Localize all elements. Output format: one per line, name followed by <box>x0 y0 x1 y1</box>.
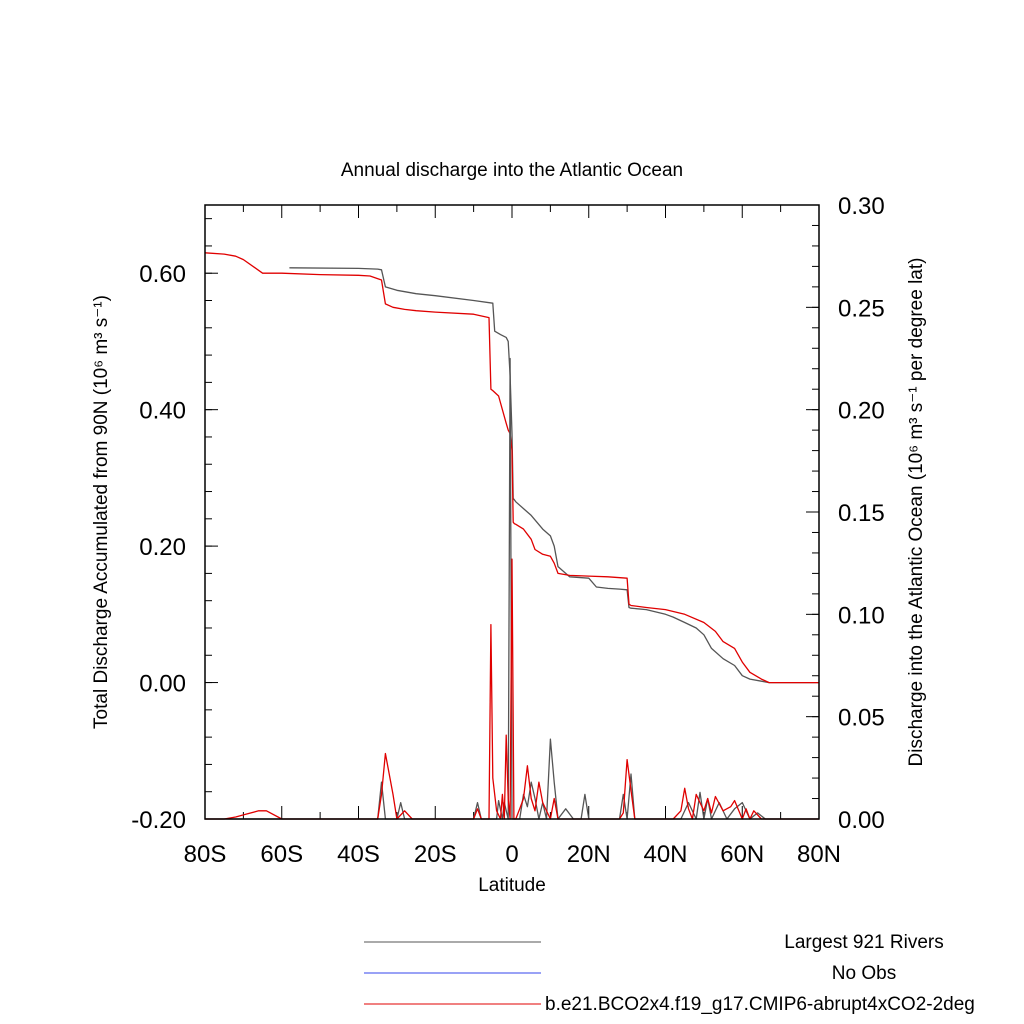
y-left-tick-label: -0.20 <box>131 807 186 834</box>
y-left-tick-label: 0.60 <box>139 261 186 288</box>
y-axis-title-right: Discharge into the Atlantic Ocean (10⁶ m… <box>906 258 927 767</box>
legend: Largest 921 Rivers No Obs b.e21.BCO2x4.f19… <box>364 932 975 1015</box>
y-left-tick-label: 0.40 <box>139 398 186 425</box>
legend-label: b.e21.BCO2x4.f19_g17.CMIP6-abrupt4xCO2-2… <box>545 994 975 1015</box>
chart-title: Annual discharge into the Atlantic Ocean <box>341 160 683 181</box>
series-layer <box>204 252 819 820</box>
x-tick-label: 20S <box>414 841 457 868</box>
y-right-tick-label: 0.20 <box>838 398 885 425</box>
x-tick-label: 80S <box>184 841 227 868</box>
x-axis-title: Latitude <box>478 875 546 896</box>
series-line-0-left <box>289 267 819 684</box>
x-tick-label: 40N <box>643 841 687 868</box>
x-tick-label: 20N <box>567 841 611 868</box>
y-right-tick-label: 0.00 <box>838 807 885 834</box>
y-axis-title-left: Total Discharge Accumulated from 90N (10… <box>91 295 112 729</box>
y-right-tick-label: 0.05 <box>838 705 885 732</box>
legend-label: No Obs <box>832 963 896 984</box>
tick-marks <box>204 204 820 820</box>
y-right-tick-label: 0.30 <box>838 193 885 220</box>
series-line-2-left <box>204 252 819 684</box>
x-tick-label: 60S <box>260 841 303 868</box>
x-tick-label: 60N <box>720 841 764 868</box>
x-tick-label: 80N <box>797 841 841 868</box>
series-line-4-right <box>205 558 819 820</box>
y-left-tick-label: 0.20 <box>139 534 186 561</box>
tick-labels: 80S 60S 40S 20S 0 20N 40N 60N 80N -0.20 0.00 0.20 0.… <box>131 193 884 868</box>
y-left-tick-label: 0.00 <box>139 671 186 698</box>
legend-label: Largest 921 Rivers <box>784 932 943 953</box>
y-right-tick-label: 0.10 <box>838 602 885 629</box>
plot-frame <box>204 204 820 820</box>
x-tick-label: 40S <box>337 841 380 868</box>
y-right-tick-label: 0.25 <box>838 295 885 322</box>
x-tick-label: 0 <box>505 841 518 868</box>
y-right-tick-label: 0.15 <box>838 500 885 527</box>
